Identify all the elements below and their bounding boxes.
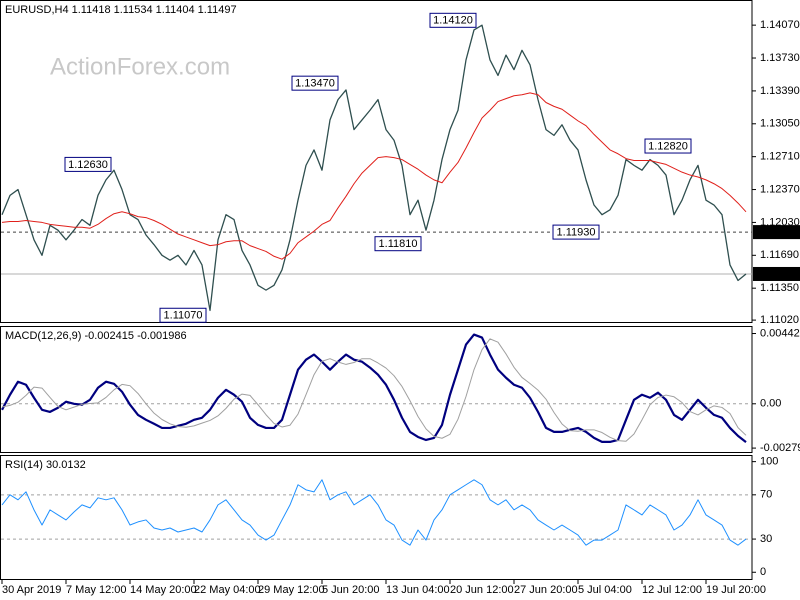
annotation-box <box>644 138 692 154</box>
price-box <box>753 225 800 240</box>
x-tick-label: 20 Jun 12:00 <box>450 584 514 596</box>
y-tick-label: 1.13730 <box>760 52 800 64</box>
price-box-label: 1.11497 <box>760 268 799 280</box>
annotation-box <box>429 12 477 28</box>
annotation-box <box>64 156 112 172</box>
x-tick-label: 14 May 20:00 <box>130 584 197 596</box>
x-tick-label: 12 Jul 12:00 <box>642 584 702 596</box>
x-tick-label: 30 Apr 2019 <box>2 584 61 596</box>
y-tick-label: 0.00 <box>760 398 781 410</box>
annotation-label: 1.11930 <box>557 227 596 239</box>
y-tick-label: 1.14070 <box>760 19 800 31</box>
y-tick-label: 70 <box>760 489 772 501</box>
y-tick-label: 1.13390 <box>760 85 800 97</box>
watermark: ActionForex.com <box>50 53 230 80</box>
y-tick-label: 1.12710 <box>760 151 800 163</box>
y-tick-label: 30 <box>760 533 772 545</box>
y-tick-label: 1.13050 <box>760 118 800 130</box>
annotation-label: 1.12820 <box>648 140 688 152</box>
x-tick-label: 29 May 12:00 <box>258 584 325 596</box>
y-tick-label: 0.004426 <box>760 327 800 339</box>
y-tick-label: 0 <box>760 566 766 578</box>
panel-frame <box>0 326 753 453</box>
y-tick-label: 1.12370 <box>760 183 800 195</box>
y-tick-label: 1.11020 <box>760 314 799 326</box>
x-tick-label: 27 Jun 20:00 <box>514 584 578 596</box>
y-tick-label: -0.002791 <box>760 442 800 454</box>
annotation-label: 1.13470 <box>295 78 335 90</box>
annotation-box <box>374 236 422 252</box>
x-tick-label: 19 Jul 20:00 <box>706 584 766 596</box>
series-line <box>1 338 747 442</box>
x-tick-label: 5 Jun 20:00 <box>322 584 380 596</box>
panel-frame <box>0 455 753 580</box>
panel-frame <box>0 0 753 323</box>
y-tick-label: 100 <box>760 456 778 468</box>
series-line <box>1 92 747 260</box>
annotation-box <box>552 224 600 240</box>
annotation-label: 1.11070 <box>164 310 203 322</box>
x-tick-label: 13 Jun 04:00 <box>386 584 450 596</box>
annotation-label: 1.14120 <box>433 15 473 27</box>
series-line <box>1 333 747 443</box>
x-tick-label: 7 May 12:00 <box>66 584 127 596</box>
x-tick-label: 22 May 04:00 <box>194 584 261 596</box>
annotation-box <box>291 75 339 91</box>
y-tick-label: 1.11350 <box>760 282 799 294</box>
panel-title: RSI(14) 30.0132 <box>5 459 86 471</box>
panel-title: MACD(12,26,9) -0.002415 -0.001986 <box>5 330 187 342</box>
price-box-label: 1.11930 <box>760 227 799 239</box>
price-box <box>753 266 800 281</box>
x-tick-label: 5 Jul 04:00 <box>578 584 632 596</box>
panel-title: EURUSD,H4 1.11418 1.11534 1.11404 1.1149… <box>5 4 237 16</box>
annotation-label: 1.12630 <box>68 159 108 171</box>
y-tick-label: 1.11690 <box>760 249 799 261</box>
series-line <box>1 24 747 312</box>
series-line <box>1 479 747 546</box>
annotation-box <box>159 307 207 323</box>
annotation-label: 1.11810 <box>379 238 418 250</box>
